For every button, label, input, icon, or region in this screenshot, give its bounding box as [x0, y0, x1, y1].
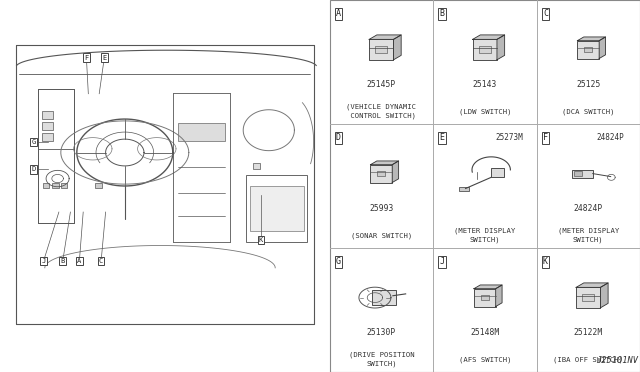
Bar — [576, 287, 600, 308]
Bar — [61, 183, 67, 188]
Bar — [42, 122, 53, 130]
Bar — [330, 0, 640, 372]
Polygon shape — [497, 35, 504, 60]
Text: SWITCH): SWITCH) — [470, 236, 500, 243]
Text: CONTROL SWITCH): CONTROL SWITCH) — [346, 112, 417, 119]
Bar — [253, 163, 260, 169]
Text: 25148M: 25148M — [470, 328, 499, 337]
Text: (IBA OFF SWITCH): (IBA OFF SWITCH) — [553, 356, 623, 363]
Bar — [371, 165, 392, 183]
Text: A: A — [336, 9, 341, 18]
Text: 25122M: 25122M — [573, 328, 603, 337]
Polygon shape — [599, 37, 605, 58]
Text: D: D — [336, 133, 341, 142]
Bar — [372, 290, 396, 305]
Text: K: K — [543, 257, 548, 266]
Text: (METER DISPLAY: (METER DISPLAY — [557, 227, 619, 234]
Text: A: A — [77, 258, 81, 264]
Text: F: F — [84, 55, 88, 61]
Text: J25101NV: J25101NV — [596, 356, 638, 365]
Bar — [572, 170, 593, 178]
Bar — [369, 39, 394, 60]
Bar — [582, 294, 595, 301]
Text: G: G — [336, 257, 341, 266]
Bar — [375, 46, 387, 53]
Polygon shape — [369, 35, 401, 39]
Text: B: B — [61, 258, 65, 264]
Text: K: K — [259, 237, 263, 243]
Text: SWITCH): SWITCH) — [573, 236, 604, 243]
Text: 25993: 25993 — [369, 204, 394, 213]
Polygon shape — [577, 37, 605, 41]
Text: 24824P: 24824P — [573, 204, 603, 213]
Polygon shape — [392, 161, 399, 183]
Bar — [474, 289, 495, 307]
Text: (METER DISPLAY: (METER DISPLAY — [454, 227, 515, 234]
Text: (DRIVE POSITION: (DRIVE POSITION — [349, 352, 414, 358]
Text: 25145P: 25145P — [367, 80, 396, 89]
Bar — [459, 187, 469, 192]
Bar — [52, 183, 59, 188]
Bar — [492, 168, 504, 177]
Text: G: G — [31, 139, 35, 145]
Text: D: D — [31, 166, 35, 172]
Bar — [472, 39, 497, 60]
Bar — [574, 171, 582, 176]
Text: 25273M: 25273M — [495, 133, 523, 142]
Text: 25130P: 25130P — [367, 328, 396, 337]
Text: 24824P: 24824P — [596, 133, 624, 142]
Bar — [42, 111, 53, 119]
Text: E: E — [102, 55, 106, 61]
Bar — [378, 171, 385, 176]
Text: J: J — [42, 258, 45, 264]
Text: 25125: 25125 — [576, 80, 600, 89]
Text: (VEHICLE DYNAMIC: (VEHICLE DYNAMIC — [346, 103, 417, 110]
Text: E: E — [440, 133, 444, 142]
Text: (LDW SWITCH): (LDW SWITCH) — [458, 108, 511, 115]
Bar — [42, 133, 53, 141]
Text: B: B — [440, 9, 444, 18]
Bar — [95, 183, 102, 188]
Polygon shape — [394, 35, 401, 60]
Bar — [43, 183, 49, 188]
Polygon shape — [495, 285, 502, 307]
Text: F: F — [543, 133, 548, 142]
Polygon shape — [576, 283, 608, 287]
Polygon shape — [371, 161, 399, 165]
Text: J: J — [440, 257, 444, 266]
Bar — [481, 295, 489, 300]
Text: C: C — [543, 9, 548, 18]
Text: C: C — [99, 258, 103, 264]
Bar — [250, 186, 304, 231]
Text: (DCA SWITCH): (DCA SWITCH) — [562, 108, 614, 115]
Text: SWITCH): SWITCH) — [366, 360, 397, 366]
Bar — [178, 123, 225, 141]
Text: (AFS SWITCH): (AFS SWITCH) — [458, 356, 511, 363]
Polygon shape — [472, 35, 504, 39]
Polygon shape — [474, 285, 502, 289]
Bar — [577, 41, 599, 58]
Bar — [479, 46, 491, 53]
Polygon shape — [600, 283, 608, 308]
Text: 25143: 25143 — [472, 80, 497, 89]
Text: (SONAR SWITCH): (SONAR SWITCH) — [351, 232, 412, 239]
Bar — [246, 175, 307, 242]
Bar — [584, 47, 592, 52]
